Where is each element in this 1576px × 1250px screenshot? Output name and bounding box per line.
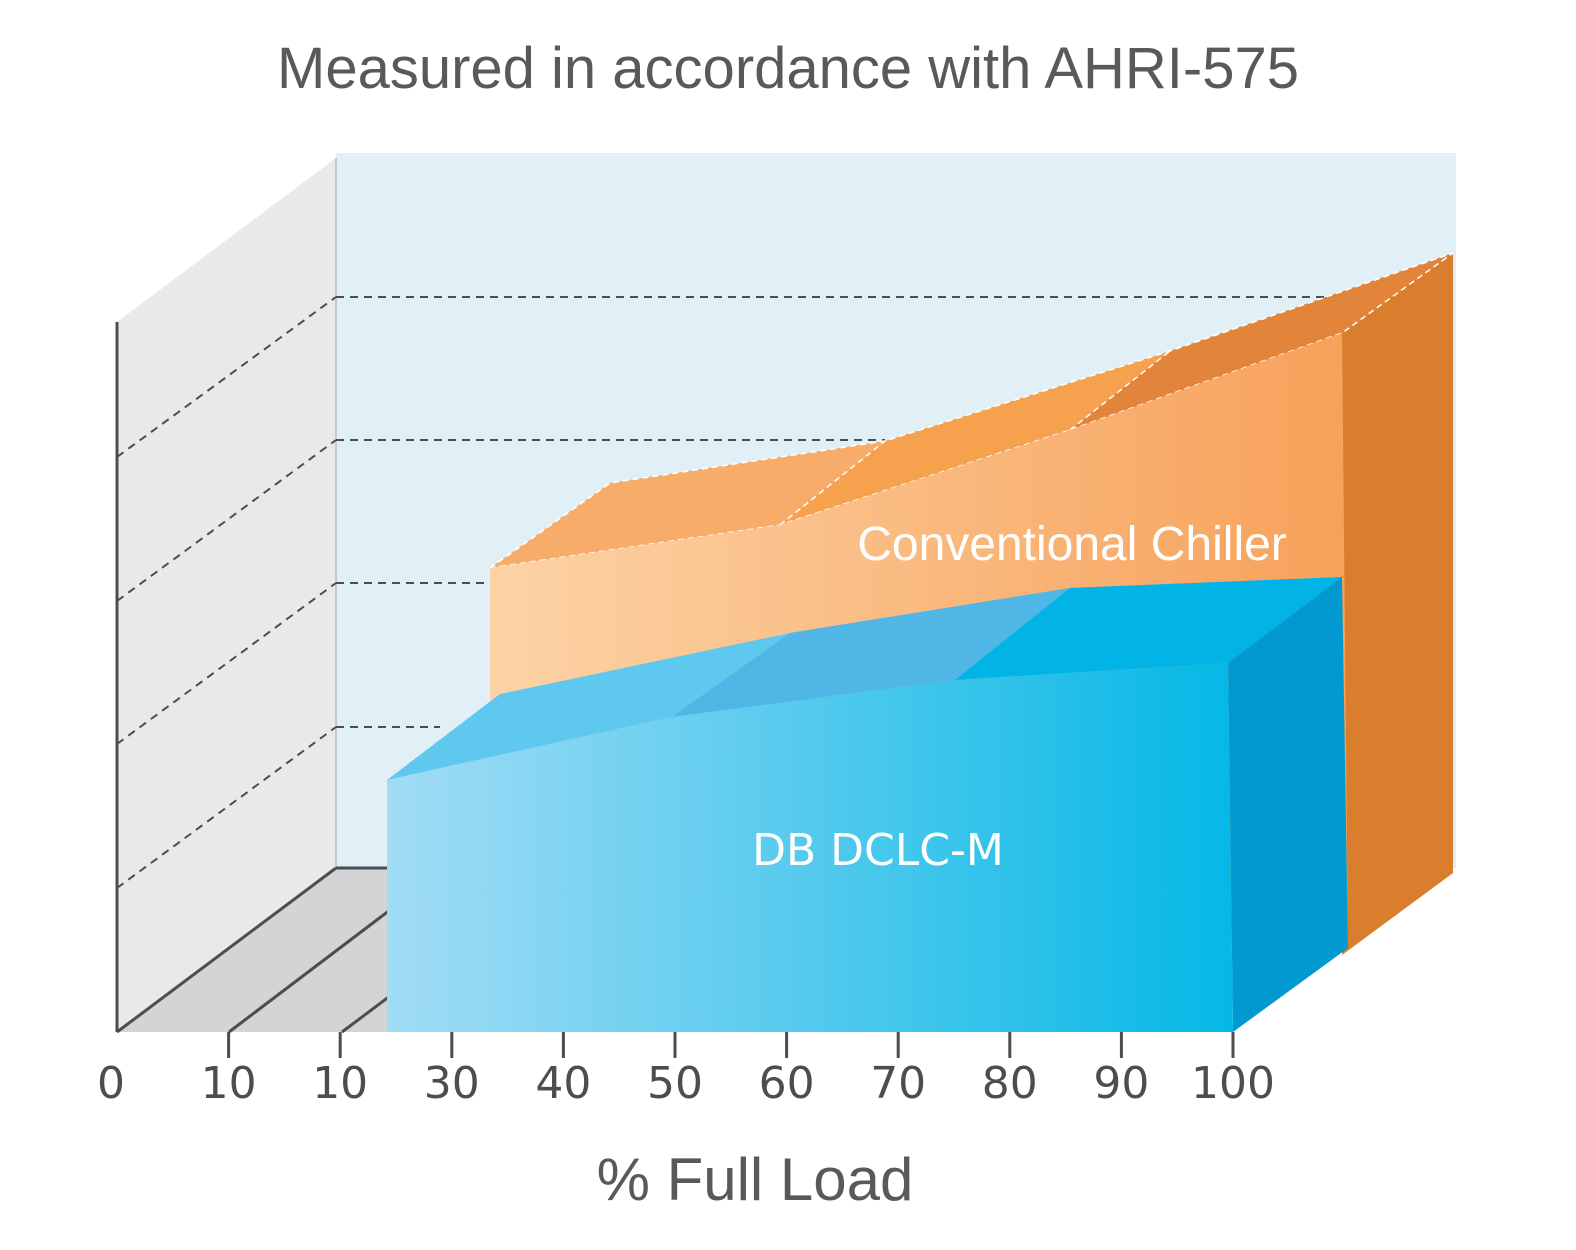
conventional-chiller-ridge bbox=[779, 440, 886, 526]
x-tick-label: 40 bbox=[535, 1058, 591, 1109]
db-dclc-m-front-face bbox=[387, 663, 1233, 1032]
gridline-depth bbox=[116, 439, 337, 602]
x-tick-label: 10 bbox=[201, 1058, 257, 1109]
floor-depth-line bbox=[228, 908, 391, 1034]
x-tick-label: 50 bbox=[647, 1058, 703, 1109]
conventional-chiller-top-face-segment bbox=[490, 441, 885, 568]
db-dclc-m-top-face-segment bbox=[955, 577, 1342, 680]
floor-depth-line bbox=[341, 994, 391, 1034]
series-label-conventional-chiller: Conventional Chiller bbox=[857, 518, 1287, 571]
series-label-db-dclc-m: DB DCLC-M bbox=[752, 825, 1004, 876]
conventional-chiller-top-face-segment bbox=[1070, 253, 1453, 430]
left-wall bbox=[117, 158, 336, 1032]
floor-edge bbox=[116, 866, 337, 1034]
x-axis-label: % Full Load bbox=[597, 1146, 914, 1213]
x-axis: 0 10 10 30 40 50 60 70 80 90 100 bbox=[97, 1032, 1275, 1109]
x-tick-label: 100 bbox=[1191, 1058, 1275, 1109]
conventional-chiller-side-face bbox=[1342, 253, 1453, 955]
gridline-depth bbox=[116, 296, 337, 458]
x-tick-label: 80 bbox=[982, 1058, 1038, 1109]
x-tick-label: 0 bbox=[97, 1058, 125, 1109]
db-dclc-m-top-face-segment bbox=[672, 588, 1070, 717]
gridlines bbox=[116, 296, 1330, 889]
gridline-depth bbox=[116, 582, 337, 745]
gridline-depth bbox=[116, 726, 337, 889]
chart-title: Measured in accordance with AHRI-575 bbox=[277, 36, 1299, 101]
conventional-chiller-front-edge bbox=[489, 252, 1454, 569]
floor bbox=[117, 868, 390, 1032]
x-tick-label: 90 bbox=[1093, 1058, 1149, 1109]
conventional-chiller-ridge bbox=[1069, 350, 1171, 431]
x-tick-label: 10 bbox=[312, 1058, 368, 1109]
x-tick-label: 30 bbox=[424, 1058, 480, 1109]
db-dclc-m-side-face bbox=[1228, 577, 1348, 1032]
series-db-dclc-m bbox=[387, 577, 1348, 1032]
x-tick-label: 70 bbox=[870, 1058, 926, 1109]
x-tick-label: 60 bbox=[759, 1058, 815, 1109]
